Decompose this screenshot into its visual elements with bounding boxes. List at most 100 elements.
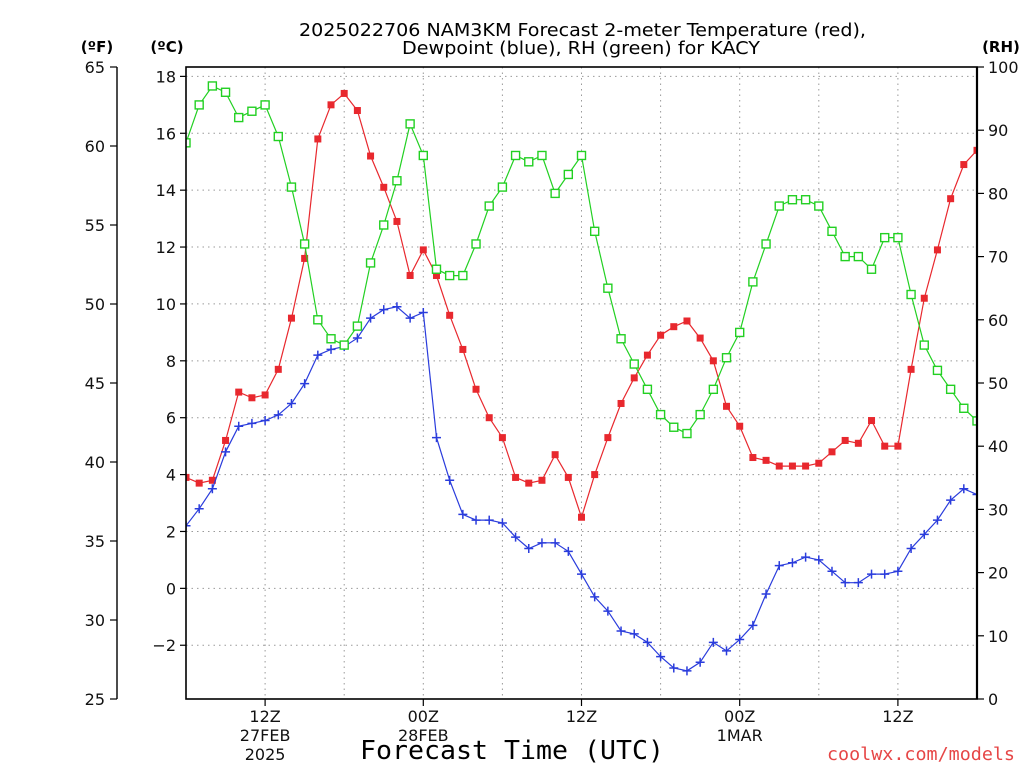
rh-point <box>603 283 613 293</box>
dewpoint-point <box>550 538 560 548</box>
dewpoint-point <box>774 561 784 571</box>
dewpoint-point <box>326 344 336 354</box>
rh-axis-header: (RH) <box>982 38 1020 56</box>
dewpoint-point <box>708 637 718 647</box>
rh-point <box>365 258 376 268</box>
fahrenheit-tick-label: 65 <box>85 58 105 77</box>
dewpoint-point <box>458 509 468 519</box>
rh-point <box>708 384 719 395</box>
dewpoint-point <box>801 552 811 562</box>
temperature-point <box>920 294 928 302</box>
rh-point <box>471 239 481 249</box>
rh-point <box>379 220 389 230</box>
dewpoint-point <box>722 646 732 656</box>
rh-point <box>853 251 864 262</box>
rh-point <box>589 226 600 237</box>
dewpoint-point <box>313 350 323 360</box>
rh-point <box>616 334 626 344</box>
fahrenheit-tick-label: 35 <box>85 532 105 551</box>
dewpoint-point <box>669 663 679 673</box>
dewpoint-point <box>286 398 296 408</box>
celsius-tick-label: 18 <box>156 67 176 86</box>
dewpoint-point <box>590 592 600 602</box>
temperature-point <box>881 442 889 450</box>
temperature-point <box>802 462 810 470</box>
dewpoint-point <box>234 421 244 431</box>
rh-point <box>893 232 903 243</box>
celsius-tick-label: 6 <box>166 409 176 428</box>
rh-point <box>431 264 442 274</box>
celsius-tick-label: 8 <box>166 352 176 371</box>
dewpoint-point <box>273 410 283 420</box>
temperature-point <box>591 471 599 479</box>
x-tick-label: 12Z <box>882 707 913 726</box>
dewpoint-line <box>186 306 977 672</box>
dewpoint-point <box>906 544 916 554</box>
dewpoint-point <box>221 447 231 457</box>
rh-point <box>484 201 494 211</box>
rh-point <box>313 315 323 325</box>
rh-point <box>220 87 231 97</box>
temperature-point <box>314 135 322 143</box>
dewpoint-point <box>932 515 942 525</box>
temperature-point <box>248 394 256 402</box>
grid-layer <box>186 67 977 699</box>
dewpoint-point <box>484 515 494 525</box>
dewpoint-point <box>418 307 428 317</box>
dewpoint-point <box>445 475 455 485</box>
rh-tick-label: 80 <box>988 184 1008 203</box>
temperature-point <box>446 311 454 319</box>
rh-point <box>959 403 969 413</box>
dewpoint-point <box>761 589 771 599</box>
rh-point <box>510 150 521 161</box>
rh-point <box>524 157 534 167</box>
temperature-point <box>578 513 585 521</box>
temperature-point <box>419 246 427 254</box>
rh-point <box>840 251 850 262</box>
rh-point <box>207 81 218 91</box>
celsius-tick-label: −2 <box>152 636 176 655</box>
rh-tick-label: 90 <box>988 121 1008 140</box>
dewpoint-point <box>972 489 977 499</box>
source-credit: coolwx.com/models <box>827 744 1015 765</box>
dewpoint-point <box>524 544 534 554</box>
rh-tick-label: 60 <box>988 311 1008 330</box>
temperature-point <box>670 323 678 331</box>
axis-layer: 25 30 35 40 45 50 55 60 65 −2 0 2 4 6 8 10 12 14 16 18 0 10 20… <box>85 58 1019 764</box>
dewpoint-point <box>695 657 705 667</box>
temperature-point <box>195 479 203 487</box>
dewpoint-point <box>616 626 626 636</box>
temperature-point <box>604 434 612 442</box>
temperature-point <box>380 183 388 191</box>
temperature-point <box>367 152 375 160</box>
temperature-point <box>868 417 876 425</box>
temperature-point <box>261 391 269 399</box>
celsius-tick-label: 10 <box>156 295 176 314</box>
rh-point <box>721 353 732 363</box>
rh-point <box>194 100 204 110</box>
rh-point <box>247 106 257 116</box>
celsius-tick-label: 2 <box>166 522 176 541</box>
rh-point <box>418 150 428 161</box>
x-tick-label: 00Z <box>724 707 755 726</box>
rh-point <box>629 359 639 369</box>
rh-tick-label: 30 <box>988 500 1008 519</box>
fahrenheit-axis-header: (ºF) <box>81 38 113 56</box>
rh-tick-label: 70 <box>988 248 1008 267</box>
rh-point <box>735 327 745 338</box>
dewpoint-series <box>186 302 977 676</box>
rh-point <box>655 409 666 420</box>
celsius-tick-label: 0 <box>166 579 176 598</box>
temperature-point <box>564 473 572 481</box>
dewpoint-point <box>603 606 613 616</box>
dewpoint-point <box>352 333 362 343</box>
x-tick-label: 27FEB <box>240 726 291 745</box>
rh-point <box>682 428 692 439</box>
dewpoint-point <box>656 652 666 662</box>
temperature-point <box>657 331 665 339</box>
dewpoint-point <box>186 521 191 531</box>
rh-point <box>919 340 929 350</box>
rh-point <box>339 340 349 350</box>
temperature-point <box>222 436 230 444</box>
